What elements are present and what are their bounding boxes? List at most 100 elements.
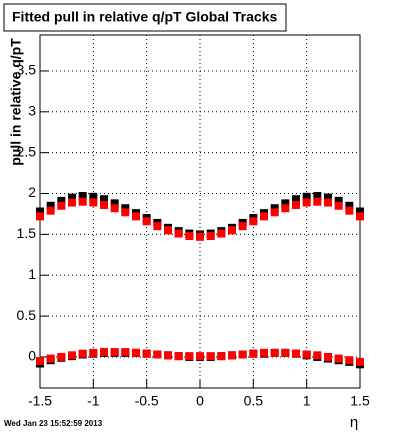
x-tick-label: -1.5 <box>28 393 52 409</box>
marker <box>68 198 76 207</box>
marker <box>196 232 204 241</box>
marker <box>292 195 300 204</box>
marker <box>153 350 162 359</box>
marker <box>313 351 322 360</box>
marker <box>142 349 151 358</box>
marker <box>68 351 76 360</box>
marker <box>110 348 119 357</box>
marker <box>46 206 55 215</box>
x-tick-label: 0.5 <box>244 393 264 409</box>
marker <box>174 352 183 361</box>
marker <box>356 207 364 216</box>
x-tick-label: -0.5 <box>135 393 159 409</box>
marker <box>292 200 300 209</box>
marker <box>206 352 215 361</box>
marker <box>260 348 268 357</box>
marker <box>46 201 55 210</box>
marker <box>324 193 332 202</box>
marker <box>292 349 300 358</box>
y-tick-label: 3.5 <box>17 62 37 78</box>
marker <box>100 348 108 357</box>
marker <box>228 351 236 360</box>
marker <box>153 222 162 231</box>
marker <box>174 229 183 238</box>
marker <box>313 197 322 206</box>
marker <box>324 352 332 361</box>
marker <box>142 217 151 226</box>
marker <box>356 357 364 366</box>
marker <box>313 191 322 200</box>
marker <box>206 232 215 241</box>
marker <box>217 229 226 238</box>
marker <box>164 226 172 235</box>
marker <box>36 207 44 216</box>
marker <box>281 204 290 213</box>
marker <box>217 352 226 361</box>
marker <box>238 222 247 231</box>
marker <box>270 348 279 357</box>
marker <box>185 232 194 241</box>
marker <box>46 354 55 363</box>
marker <box>89 192 98 201</box>
marker <box>302 192 311 201</box>
marker <box>196 352 204 361</box>
marker <box>110 199 119 208</box>
marker <box>110 204 119 213</box>
marker <box>121 348 130 357</box>
marker <box>302 350 311 359</box>
y-tick-label: 1.5 <box>17 225 37 241</box>
marker <box>281 348 290 357</box>
marker <box>68 193 76 202</box>
marker <box>164 351 172 360</box>
y-tick-label: 1 <box>28 266 36 282</box>
marker <box>100 200 108 209</box>
marker <box>89 198 98 207</box>
marker <box>228 226 236 235</box>
marker <box>334 201 343 210</box>
x-tick-label: -1 <box>87 393 100 409</box>
marker <box>57 201 66 210</box>
marker <box>356 212 364 221</box>
y-tick-label: 3 <box>28 103 36 119</box>
marker <box>270 204 279 213</box>
marker <box>36 212 44 221</box>
marker <box>270 208 279 217</box>
marker <box>121 208 130 217</box>
x-tick-label: 0 <box>196 393 204 409</box>
marker <box>100 195 108 204</box>
marker <box>36 357 44 366</box>
marker <box>132 348 140 357</box>
timestamp: Wed Jan 23 15:52:59 2013 <box>4 419 103 428</box>
marker <box>249 217 258 226</box>
title-box <box>3 3 287 32</box>
marker <box>334 354 343 363</box>
marker <box>89 348 98 357</box>
marker <box>57 352 66 361</box>
y-axis-label: pull in relative q/pT <box>8 38 24 166</box>
marker <box>78 197 87 206</box>
marker <box>132 212 140 221</box>
marker <box>78 191 87 200</box>
marker <box>334 196 343 205</box>
y-tick-label: 0 <box>28 348 36 364</box>
y-tick-label: 2.5 <box>17 143 37 159</box>
marker <box>249 349 258 358</box>
x-tick-label: 1.5 <box>350 393 370 409</box>
marker <box>57 196 66 205</box>
marker <box>281 199 290 208</box>
marker <box>345 356 354 365</box>
y-tick-label: 0.5 <box>17 307 37 323</box>
y-tick-label: 2 <box>28 184 36 200</box>
marker <box>324 198 332 207</box>
marker <box>185 352 194 361</box>
x-tick-label: 1 <box>303 393 311 409</box>
chart-title: Fitted pull in relative q/pT Global Trac… <box>12 9 277 25</box>
x-axis-label: η <box>350 414 358 431</box>
marker <box>260 212 268 221</box>
marker <box>121 204 130 213</box>
marker <box>238 350 247 359</box>
marker <box>345 201 354 210</box>
marker <box>302 198 311 207</box>
marker <box>345 206 354 215</box>
